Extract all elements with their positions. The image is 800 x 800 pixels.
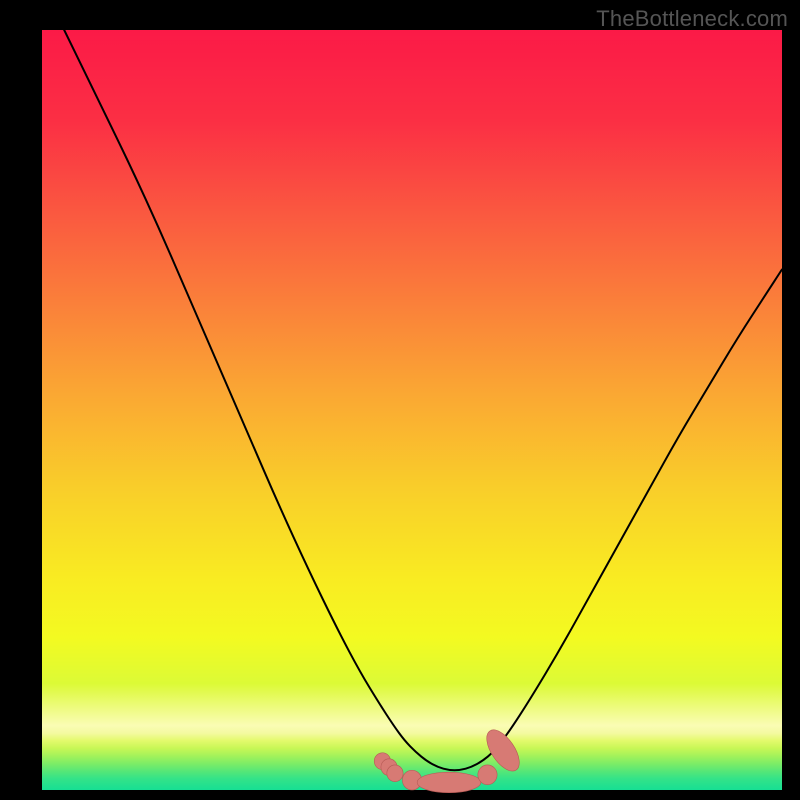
bottleneck-curve-chart — [0, 0, 800, 800]
chart-plot-area — [42, 30, 782, 790]
highlight-bead-5 — [478, 765, 497, 785]
highlight-bead-4 — [417, 772, 481, 793]
highlight-bead-2 — [387, 765, 403, 782]
chart-frame: TheBottleneck.com — [0, 0, 800, 800]
